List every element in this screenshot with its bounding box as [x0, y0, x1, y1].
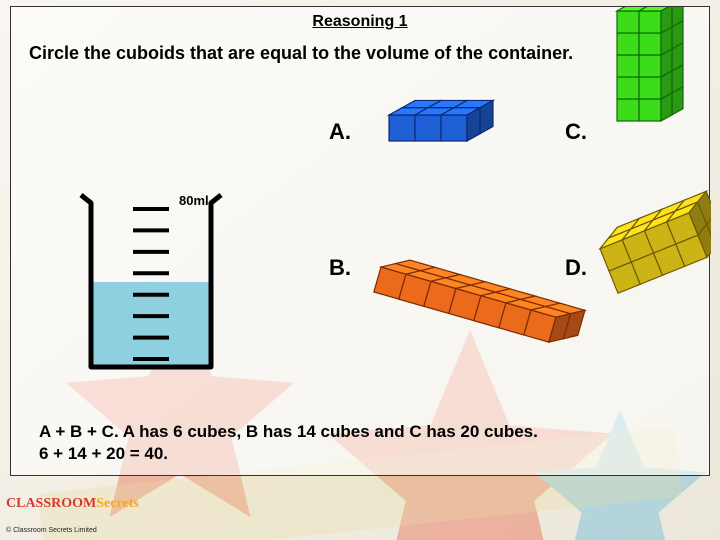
label-A: A. — [329, 119, 351, 145]
label-C: C. — [565, 119, 587, 145]
page-title: Reasoning 1 — [29, 13, 691, 31]
beaker-volume-label: 80ml — [179, 193, 209, 208]
answer-line2: 6 + 14 + 20 = 40. — [39, 444, 168, 463]
label-D: D. — [565, 255, 587, 281]
answer-text: A + B + C. A has 6 cubes, B has 14 cubes… — [39, 421, 538, 465]
question-text: Circle the cuboids that are equal to the… — [29, 43, 691, 64]
content-frame: Reasoning 1 Circle the cuboids that are … — [10, 6, 710, 476]
copyright-text: © Classroom Secrets Limited — [6, 527, 97, 534]
brand-logo: CLASSROOMSecrets — [6, 496, 139, 512]
brand-part1: CLASSROOM — [6, 496, 96, 511]
label-B: B. — [329, 255, 351, 281]
brand-part2: Secrets — [96, 496, 139, 511]
answer-line1: A + B + C. A has 6 cubes, B has 14 cubes… — [39, 422, 538, 441]
beaker-graphic — [71, 187, 251, 397]
